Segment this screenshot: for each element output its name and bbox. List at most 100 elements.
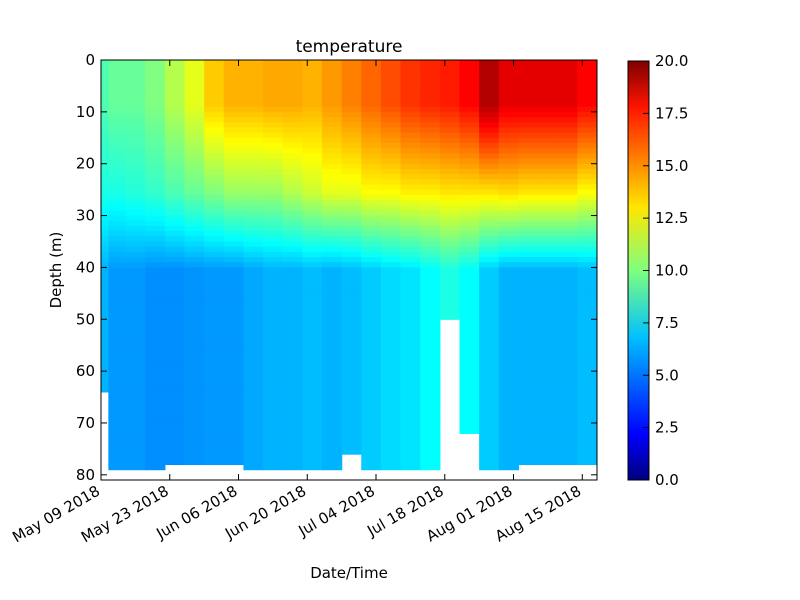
heatmap-cell [420, 111, 441, 118]
heatmap-cell [380, 412, 402, 419]
heatmap-cell [184, 174, 205, 180]
heatmap-cell [557, 246, 578, 253]
heatmap-cell [577, 80, 597, 87]
heatmap-cell [204, 365, 225, 372]
heatmap-cell [302, 282, 323, 289]
heatmap-cell [341, 308, 362, 315]
heatmap-cell [321, 422, 343, 429]
heatmap-cell [282, 132, 303, 139]
heatmap-cell [459, 91, 480, 97]
heatmap-cell [108, 80, 127, 87]
heatmap-cell [518, 117, 539, 123]
heatmap-cell [184, 407, 205, 414]
heatmap-cell [302, 200, 323, 206]
heatmap-cell [302, 142, 323, 149]
heatmap-cell [577, 277, 597, 284]
heatmap-cell [557, 402, 578, 409]
heatmap-cell [125, 200, 146, 206]
heatmap-cell [459, 179, 480, 186]
heatmap-cell [223, 376, 245, 383]
heatmap-cell [101, 215, 109, 222]
heatmap-cell [538, 111, 559, 118]
heatmap-cell [243, 251, 264, 258]
heatmap-cell [380, 308, 402, 315]
heatmap-cell [204, 350, 225, 357]
heatmap-cell [204, 137, 225, 144]
heatmap-cell [184, 272, 205, 279]
heatmap-cell [101, 158, 109, 165]
heatmap-cell [101, 225, 109, 232]
heatmap-cell [439, 308, 461, 315]
heatmap-cell [263, 168, 284, 175]
heatmap-cell [145, 355, 166, 362]
heatmap-cell [184, 60, 205, 66]
heatmap-cell [577, 122, 597, 129]
heatmap-cell [223, 179, 245, 186]
heatmap-cell [243, 282, 264, 289]
heatmap-cell [243, 158, 264, 165]
heatmap-cell [380, 246, 402, 253]
heatmap-cell [164, 174, 186, 180]
heatmap-cell [145, 365, 166, 372]
heatmap-cell [420, 428, 441, 434]
heatmap-cell [263, 194, 284, 201]
heatmap-cell [125, 220, 146, 227]
heatmap-cell [439, 60, 461, 66]
heatmap-cell [282, 231, 303, 237]
heatmap-cell [243, 189, 264, 196]
heatmap-cell [557, 365, 578, 372]
heatmap-cell [145, 75, 166, 82]
heatmap-cell [577, 257, 597, 263]
heatmap-cell [557, 422, 578, 429]
heatmap-cell [184, 448, 205, 455]
heatmap-cell [282, 225, 303, 232]
heatmap-cell [439, 127, 461, 134]
heatmap-cell [164, 334, 186, 341]
heatmap-cell [263, 70, 284, 77]
heatmap-cell [538, 319, 559, 326]
heatmap-cell [361, 137, 382, 144]
heatmap-cell [263, 200, 284, 206]
heatmap-cell [498, 433, 520, 440]
heatmap-cell [538, 350, 559, 357]
heatmap-cell [439, 153, 461, 160]
heatmap-cell [101, 324, 109, 331]
heatmap-cell [321, 106, 343, 113]
heatmap-cell [108, 122, 127, 129]
heatmap-cell [145, 158, 166, 165]
heatmap-cell [302, 448, 323, 455]
heatmap-cell [557, 288, 578, 294]
heatmap-cell [341, 210, 362, 217]
heatmap-cell [361, 345, 382, 351]
heatmap-cell [518, 127, 539, 134]
heatmap-cell [538, 371, 559, 377]
heatmap-cell [380, 459, 402, 466]
heatmap-cell [101, 60, 109, 66]
heatmap-cell [498, 251, 520, 258]
heatmap-cell [108, 381, 127, 388]
heatmap-cell [459, 355, 480, 362]
heatmap-cell [479, 272, 500, 279]
heatmap-cell [223, 117, 245, 123]
heatmap-cell [302, 350, 323, 357]
heatmap-cell [282, 137, 303, 144]
heatmap-cell [400, 70, 421, 77]
heatmap-cell [204, 142, 225, 149]
heatmap-cell [302, 174, 323, 180]
heatmap-cell [557, 225, 578, 232]
heatmap-cell [400, 386, 421, 393]
heatmap-cell [538, 65, 559, 71]
heatmap-cell [518, 70, 539, 77]
heatmap-cell [577, 371, 597, 377]
heatmap-cell [518, 329, 539, 336]
heatmap-cell [302, 205, 323, 211]
heatmap-cell [518, 345, 539, 351]
heatmap-cell [538, 262, 559, 269]
heatmap-cell [341, 231, 362, 237]
heatmap-cell [479, 386, 500, 393]
heatmap-cell [341, 272, 362, 279]
heatmap-cell [302, 60, 323, 66]
heatmap-cell [341, 257, 362, 263]
heatmap-cell [341, 194, 362, 201]
heatmap-cell [498, 324, 520, 331]
